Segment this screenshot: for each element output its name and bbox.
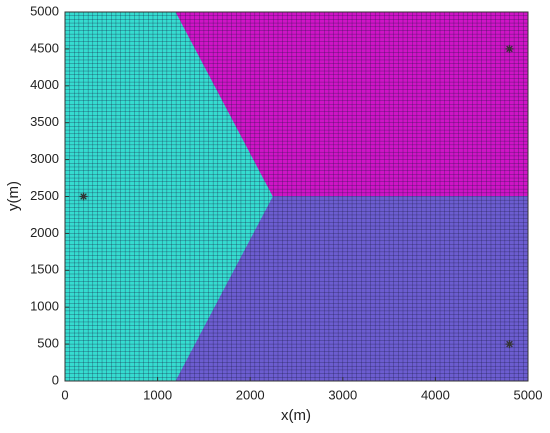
x-tick-label: 2000 xyxy=(236,387,265,402)
station-marker xyxy=(505,340,514,349)
y-tick-label: 0 xyxy=(52,372,59,387)
station-marker xyxy=(505,44,514,53)
y-tick-label: 4500 xyxy=(30,40,59,55)
y-tick-label: 5000 xyxy=(30,3,59,18)
y-axis-label: y(m) xyxy=(5,181,22,211)
x-tick-label: 3000 xyxy=(328,387,357,402)
y-tick-label: 3500 xyxy=(30,114,59,129)
station-marker xyxy=(79,192,88,201)
y-tick-label: 3000 xyxy=(30,151,59,166)
y-tick-label: 2000 xyxy=(30,225,59,240)
y-tick-label: 4000 xyxy=(30,77,59,92)
y-tick-label: 500 xyxy=(37,336,59,351)
y-tick-label: 2500 xyxy=(30,188,59,203)
x-axis-label: x(m) xyxy=(281,407,311,424)
cell-grid xyxy=(65,12,528,381)
y-tick-label: 1000 xyxy=(30,299,59,314)
x-tick-label: 1000 xyxy=(143,387,172,402)
y-tick-label: 1500 xyxy=(30,262,59,277)
x-tick-label: 0 xyxy=(61,387,68,402)
x-tick-label: 5000 xyxy=(514,387,543,402)
x-tick-label: 4000 xyxy=(421,387,450,402)
